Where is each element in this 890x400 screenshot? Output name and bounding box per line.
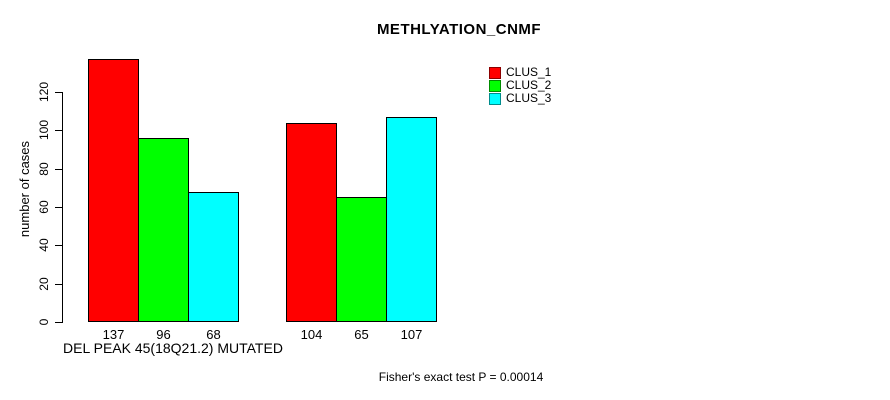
bar-clus_1-group2	[286, 123, 337, 322]
y-tick-label: 80	[37, 162, 51, 176]
y-tick-label: 20	[37, 277, 51, 291]
bar-clus_3-group2	[386, 117, 437, 322]
y-axis-title: number of cases	[17, 140, 32, 238]
legend-label-clus_2: CLUS_2	[506, 78, 552, 92]
bar-clus_2-group2	[336, 197, 387, 322]
y-tick-mark	[55, 169, 62, 170]
bar-value-label: 96	[156, 327, 171, 342]
y-tick-label: 60	[37, 200, 51, 214]
bar-value-label: 68	[206, 327, 221, 342]
y-tick-mark	[55, 207, 62, 208]
bar-value-label: 65	[354, 327, 369, 342]
bar-value-label: 107	[400, 327, 423, 342]
legend-swatch-clus_3	[489, 93, 501, 105]
bar-value-label: 104	[300, 327, 323, 342]
legend-label-clus_1: CLUS_1	[506, 65, 552, 79]
legend-swatch-clus_1	[489, 67, 501, 79]
y-tick-label: 40	[37, 238, 51, 252]
y-tick-mark	[55, 322, 62, 323]
y-tick-mark	[55, 284, 62, 285]
y-tick-mark	[55, 92, 62, 93]
y-tick-mark	[55, 130, 62, 131]
y-tick-label: 0	[37, 318, 51, 326]
y-axis-line	[62, 92, 63, 323]
bar-clus_2-group1	[138, 138, 189, 322]
y-tick-label: 120	[37, 81, 51, 103]
y-tick-mark	[55, 245, 62, 246]
y-tick-label: 100	[37, 119, 51, 141]
x-axis-label: DEL PEAK 45(18Q21.2) MUTATED	[63, 340, 283, 356]
bar-clus_3-group1	[188, 192, 239, 322]
fisher-test-annotation: Fisher's exact test P = 0.00014	[378, 370, 544, 384]
chart-title: METHLYATION_CNMF	[376, 21, 542, 38]
legend-label-clus_3: CLUS_3	[506, 91, 552, 105]
legend-swatch-clus_2	[489, 80, 501, 92]
bar-clus_1-group1	[88, 59, 139, 322]
bar-value-label: 137	[102, 327, 125, 342]
